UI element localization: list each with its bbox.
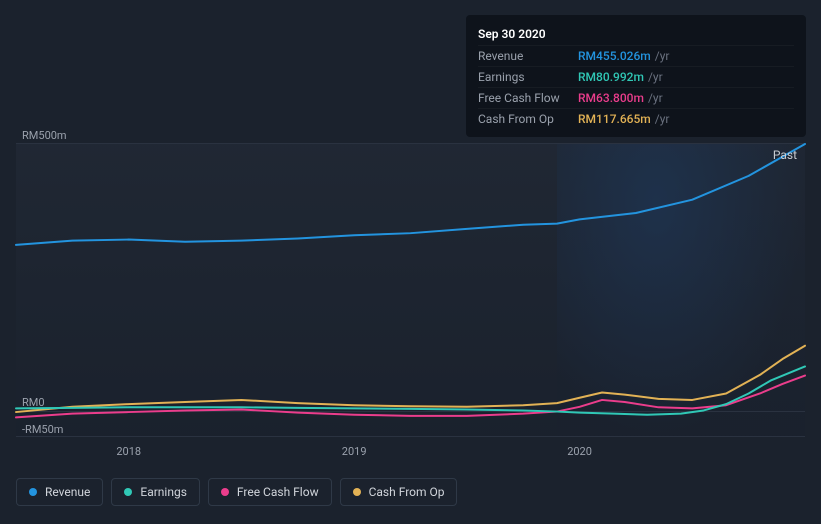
legend-item-revenue[interactable]: Revenue (16, 478, 103, 506)
chart-plot-area[interactable] (16, 143, 805, 437)
tooltip-row-value: RM455.026m (578, 49, 651, 63)
series-line-free_cash_flow (16, 376, 805, 418)
tooltip-row-label: Earnings (478, 70, 578, 84)
hover-tooltip: Sep 30 2020 RevenueRM455.026m/yrEarnings… (466, 15, 806, 137)
tooltip-row-unit: /yr (648, 91, 663, 105)
x-axis-label: 2018 (116, 445, 141, 458)
chart-container: Sep 30 2020 RevenueRM455.026m/yrEarnings… (0, 0, 821, 524)
x-axis-label: 2019 (342, 445, 367, 458)
legend-dot-icon (29, 488, 37, 496)
y-axis-label: RM500m (22, 129, 67, 142)
legend-item-label: Free Cash Flow (237, 485, 319, 499)
tooltip-row-unit: /yr (655, 112, 670, 126)
legend-dot-icon (221, 488, 229, 496)
legend-item-label: Cash From Op (369, 485, 445, 499)
tooltip-row-label: Free Cash Flow (478, 91, 578, 105)
tooltip-date: Sep 30 2020 (478, 23, 794, 45)
tooltip-row-unit: /yr (655, 49, 670, 63)
tooltip-row-label: Cash From Op (478, 112, 578, 126)
tooltip-row-unit: /yr (648, 70, 663, 84)
tooltip-row-value: RM117.665m (578, 112, 651, 126)
tooltip-row-value: RM80.992m (578, 70, 644, 84)
legend-dot-icon (124, 488, 132, 496)
tooltip-row: Cash From OpRM117.665m/yr (478, 108, 794, 129)
y-axis-label: -RM50m (22, 423, 63, 436)
x-axis-label: 2020 (567, 445, 592, 458)
legend-item-free_cash_flow[interactable]: Free Cash Flow (208, 478, 332, 506)
legend: Revenue Earnings Free Cash Flow Cash From O… (16, 478, 457, 506)
tooltip-row: EarningsRM80.992m/yr (478, 66, 794, 87)
legend-dot-icon (353, 488, 361, 496)
tooltip-row: Free Cash FlowRM63.800m/yr (478, 87, 794, 108)
y-axis-label: RM0 (22, 396, 45, 409)
legend-item-label: Revenue (45, 485, 90, 499)
legend-item-earnings[interactable]: Earnings (111, 478, 200, 506)
legend-item-cash_from_op[interactable]: Cash From Op (340, 478, 458, 506)
legend-item-label: Earnings (140, 485, 187, 499)
series-line-revenue (16, 144, 805, 245)
past-label: Past (773, 148, 797, 162)
line-plot-svg (16, 144, 805, 436)
tooltip-row-label: Revenue (478, 49, 578, 63)
series-line-cash_from_op (16, 346, 805, 412)
tooltip-row: RevenueRM455.026m/yr (478, 45, 794, 66)
tooltip-row-value: RM63.800m (578, 91, 644, 105)
